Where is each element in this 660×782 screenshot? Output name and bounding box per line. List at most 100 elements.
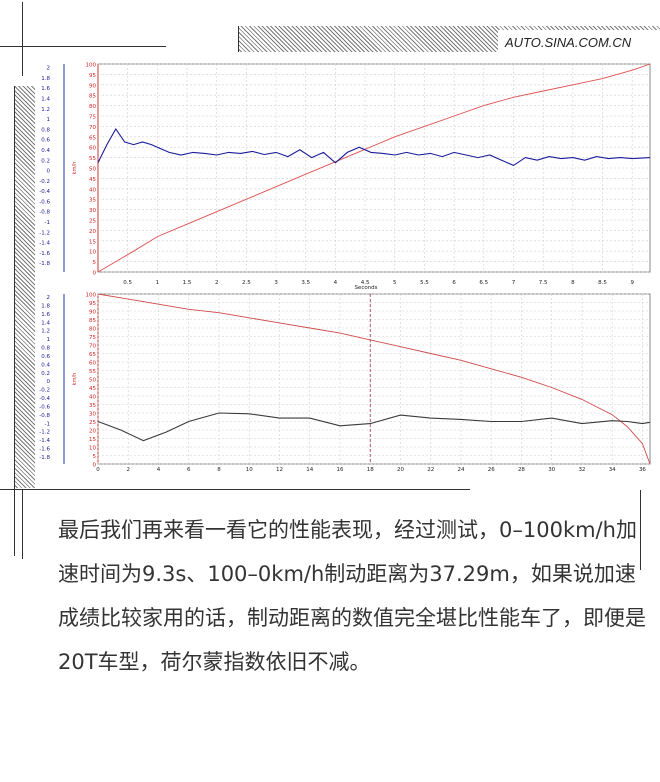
y2-tick-label: 0 — [47, 169, 51, 175]
x-tick-label: 0 — [96, 467, 100, 472]
y-tick-label: 40 — [89, 395, 96, 401]
y-tick-label: 45 — [89, 177, 96, 183]
x-tick-label: 24 — [457, 467, 464, 472]
frame-line-vertical-bottom-right — [22, 489, 23, 559]
y2-tick-label: 0.4 — [41, 148, 50, 154]
x-tick-label: 8.5 — [598, 280, 607, 286]
y2-tick-label: -0.2 — [39, 388, 50, 394]
x-tick-label: 8 — [571, 280, 575, 286]
y2-tick-label: -0.8 — [39, 210, 50, 216]
y-tick-label: 55 — [89, 369, 96, 375]
frame-hatch-left — [14, 86, 35, 488]
y2-tick-label: -0.2 — [39, 179, 50, 185]
y-tick-label: 90 — [89, 83, 96, 89]
x-tick-label: 6 — [452, 280, 456, 286]
y2-tick-label: 1 — [47, 337, 51, 343]
y2-tick-label: 0.4 — [41, 362, 50, 368]
y-tick-label: 35 — [89, 198, 96, 204]
x-tick-label: 10 — [246, 467, 253, 472]
y2-tick-label: 1.8 — [41, 76, 50, 82]
x-tick-label: 4 — [334, 280, 338, 286]
y2-tick-label: 0.6 — [41, 138, 50, 144]
y-tick-label: 50 — [89, 167, 96, 173]
x-tick-label: 4.5 — [361, 280, 370, 286]
y2-tick-label: -1.6 — [39, 251, 50, 257]
x-tick-label: 3.5 — [301, 280, 310, 286]
y-tick-label: 75 — [89, 335, 96, 341]
y-tick-label: 85 — [89, 94, 96, 100]
y-tick-label: 30 — [89, 208, 96, 214]
braking-chart: 0510152025303540455055606570758085909510… — [39, 293, 651, 472]
y2-tick-label: -0.6 — [39, 199, 50, 205]
frame-line-vertical-bottom-left — [14, 86, 15, 556]
x-tick-label: 4 — [157, 467, 161, 472]
y-tick-label: 25 — [89, 420, 96, 426]
y2-tick-label: 0.8 — [41, 346, 50, 352]
y2-tick-label: -1.8 — [39, 261, 50, 267]
y-tick-label: 55 — [89, 156, 96, 162]
x-tick-label: 26 — [488, 467, 495, 472]
x-tick-label: 3 — [274, 280, 278, 286]
y-tick-label: 50 — [89, 378, 96, 384]
x-tick-label: 5.5 — [420, 280, 429, 286]
x-tick-label: 28 — [518, 467, 525, 472]
x-tick-label: 5 — [393, 280, 397, 286]
frame-line-vertical-left — [22, 2, 23, 76]
x-tick-label: 14 — [306, 467, 313, 472]
y2-tick-label: 1.6 — [41, 312, 50, 318]
y-tick-label: 35 — [89, 403, 96, 409]
y2-tick-label: 2 — [47, 295, 51, 301]
y-tick-label: 15 — [89, 437, 96, 443]
x-tick-label: 32 — [578, 467, 585, 472]
frame-brand-box — [498, 30, 660, 52]
y2-tick-label: 1.2 — [41, 329, 50, 335]
y-tick-label: 90 — [89, 310, 96, 316]
y2-tick-label: 0.2 — [41, 158, 50, 164]
x-tick-label: 7 — [512, 280, 516, 286]
y2-tick-label: -1.4 — [39, 438, 50, 444]
y-tick-label: 0 — [93, 271, 97, 277]
y-tick-label: 60 — [89, 361, 96, 367]
y-tick-label: 5 — [93, 260, 97, 266]
y-tick-label: 5 — [93, 454, 97, 460]
x-tick-label: 7.5 — [539, 280, 548, 286]
x-tick-label: 6 — [187, 467, 191, 472]
y2-tick-label: -1 — [45, 220, 50, 226]
y-tick-label: 0 — [93, 463, 97, 469]
y-tick-label: 100 — [86, 293, 97, 299]
y-tick-label: 70 — [89, 125, 96, 131]
y-tick-label: 40 — [89, 187, 96, 193]
article-paragraph: 最后我们再来看一看它的性能表现，经过测试，0–100km/h加速时间为9.3s、… — [58, 518, 646, 674]
y-axis-label: km/h — [72, 162, 78, 175]
x-tick-label: 6.5 — [479, 280, 488, 286]
y2-tick-label: 1.6 — [41, 86, 50, 92]
y2-tick-label: 0.8 — [41, 127, 50, 133]
y-tick-label: 85 — [89, 318, 96, 324]
y-axis-label: km/h — [72, 373, 78, 386]
y2-tick-label: -1.8 — [39, 455, 50, 461]
frame-line-top — [0, 46, 166, 47]
frame-line-bottom — [0, 489, 470, 490]
y2-tick-label: -0.4 — [39, 189, 50, 195]
y2-tick-label: 1 — [47, 117, 51, 123]
y-tick-label: 75 — [89, 115, 96, 121]
y2-tick-label: -0.6 — [39, 404, 50, 410]
frame-line-under-hatch — [238, 26, 239, 52]
x-tick-label: 12 — [276, 467, 283, 472]
y-tick-label: 10 — [89, 250, 96, 256]
x-tick-label: 0.5 — [123, 280, 132, 286]
x-tick-label: 2.5 — [242, 280, 251, 286]
y2-tick-label: 2 — [47, 66, 51, 72]
y-tick-label: 20 — [89, 229, 96, 235]
y-tick-label: 65 — [89, 135, 96, 141]
acceleration-chart: 0510152025303540455055606570758085909510… — [39, 63, 651, 290]
y-tick-label: 25 — [89, 219, 96, 225]
y-tick-label: 30 — [89, 412, 96, 418]
y2-tick-label: 0.6 — [41, 354, 50, 360]
y-tick-label: 100 — [86, 63, 97, 69]
frame-line-vertical-right — [640, 490, 641, 570]
y2-tick-label: -1.2 — [39, 430, 50, 436]
y2-tick-label: 1.4 — [41, 96, 50, 102]
y-tick-label: 60 — [89, 146, 96, 152]
x-tick-label: 18 — [367, 467, 374, 472]
